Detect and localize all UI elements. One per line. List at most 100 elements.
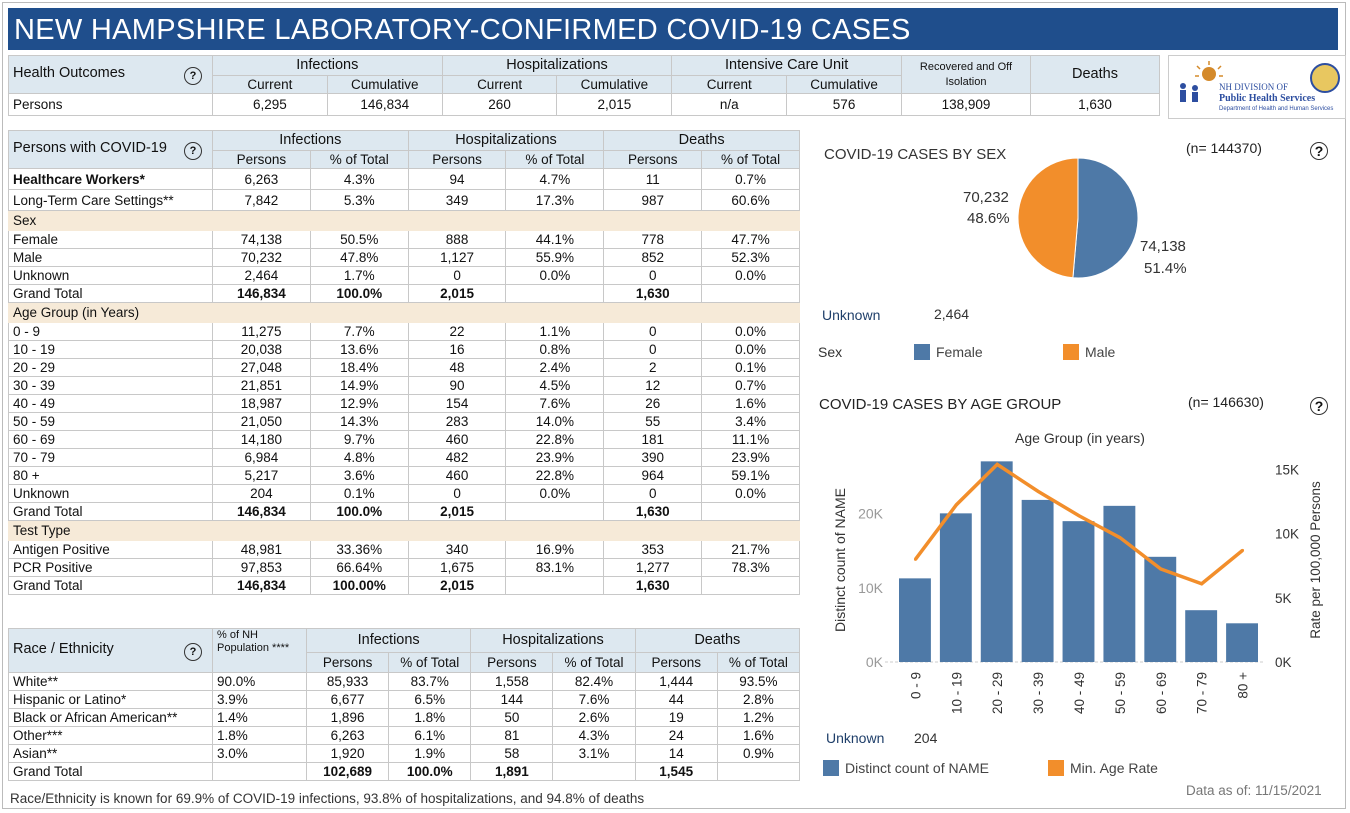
table-row: Grand Total 146,834 100.00% 2,015 1,630 (8, 576, 800, 595)
legend-female[interactable]: Female (914, 344, 983, 360)
bar-7079 (1185, 610, 1218, 662)
legend-rate[interactable]: Min. Age Rate (1048, 760, 1158, 776)
row-label: 50 - 59 (8, 412, 213, 431)
value-cell: 1.9% (388, 744, 472, 763)
subheader: Persons (603, 150, 703, 169)
table-row: 70 - 79 6,984 4.8% 482 23.9% 390 23.9% (8, 448, 800, 467)
value-cell: 144 (470, 690, 554, 709)
row-label: 60 - 69 (8, 430, 213, 449)
bar-2029 (980, 461, 1013, 662)
value-cell: n/a (671, 93, 788, 116)
value-cell: 6,984 (212, 448, 311, 467)
subheader: Current (671, 75, 788, 94)
table-row: Unknown 2,464 1.7% 0 0.0% 0 0.0% (8, 266, 800, 285)
count-swatch (823, 760, 839, 776)
value-cell: 70,232 (212, 248, 311, 267)
value-cell: 460 (407, 430, 507, 449)
table-row: Male 70,232 47.8% 1,127 55.9% 852 52.3% (8, 248, 800, 267)
persons-with-covid-table: Persons with COVID-19? Infections Hospital… (8, 130, 800, 595)
value-cell: 778 (603, 230, 703, 249)
value-cell: 1.1% (505, 322, 605, 341)
help-icon[interactable]: ? (184, 642, 202, 661)
row-label: White** (8, 672, 213, 691)
rate-point (954, 503, 958, 507)
value-cell: 19 (634, 708, 718, 727)
row-label: Male (8, 248, 213, 267)
value-cell: 2,015 (407, 502, 507, 521)
header-label: Race / Ethnicity (13, 640, 114, 657)
y-axis-title: Distinct count of NAME (832, 488, 848, 632)
value-cell: 0.7% (701, 168, 800, 190)
x-tick-label: 60 - 69 (1154, 672, 1169, 714)
value-cell: 1,675 (407, 558, 507, 577)
value-cell: 18.4% (309, 358, 409, 377)
legend-female-label: Female (936, 344, 983, 360)
value-cell: 2 (603, 358, 703, 377)
value-cell: 0.0% (701, 484, 800, 503)
value-cell: 0 (603, 340, 703, 359)
value-cell: 2,464 (212, 266, 311, 285)
x-tick-label: 20 - 29 (990, 672, 1005, 714)
value-cell: 482 (407, 448, 507, 467)
value-cell: 27,048 (212, 358, 311, 377)
value-cell: 90 (407, 376, 507, 395)
male-swatch (1063, 344, 1079, 360)
male-value-label: 70,232 (963, 189, 1009, 206)
pie-slice-female[interactable] (1072, 157, 1139, 279)
value-cell: 11 (603, 168, 703, 190)
value-cell: 204 (212, 484, 311, 503)
value-cell: 74,138 (212, 230, 311, 249)
y2-tick-label: 0K (1275, 655, 1292, 670)
value-cell: 852 (603, 248, 703, 267)
value-cell: 2.8% (716, 690, 801, 709)
help-icon[interactable]: ? (1310, 397, 1328, 415)
value-cell: 81 (470, 726, 554, 745)
rate-point (1200, 582, 1204, 586)
value-cell: 1.4% (212, 708, 307, 727)
row-label: 10 - 19 (8, 340, 213, 359)
row-label: Antigen Positive (8, 540, 213, 559)
table-row: Unknown 204 0.1% 0 0.0% 0 0.0% (8, 484, 800, 503)
female-value-label: 74,138 (1140, 238, 1186, 255)
table-row: Asian** 3.0% 1,920 1.9% 58 3.1% 14 0.9% (8, 744, 801, 763)
value-cell: 1,630 (603, 502, 703, 521)
value-cell: 1,127 (407, 248, 507, 267)
help-icon[interactable]: ? (184, 66, 202, 85)
value-cell: 2.6% (552, 708, 636, 727)
table-row: 80 +5,217 3.6% 460 22.8% 964 59.1% (8, 466, 800, 485)
value-cell: 6.5% (388, 690, 472, 709)
value-cell: 11,275 (212, 322, 311, 341)
value-cell: 5.3% (309, 189, 409, 211)
value-cell: 82.4% (552, 672, 636, 691)
help-icon[interactable]: ? (1310, 142, 1328, 160)
row-label: 0 - 9 (8, 322, 213, 341)
table-row: Black or African American** 1.4% 1,896 1.8%… (8, 708, 801, 727)
male-pct-label: 48.6% (967, 210, 1010, 227)
rate-point (1118, 536, 1122, 540)
value-cell: 353 (603, 540, 703, 559)
help-icon[interactable]: ? (184, 141, 202, 160)
legend-count[interactable]: Distinct count of NAME (823, 760, 989, 776)
value-cell: 6,295 (212, 93, 328, 116)
y-tick-label: 20K (858, 506, 884, 522)
pie-slice-male[interactable] (1017, 157, 1079, 279)
value-cell (701, 284, 800, 303)
value-cell: 23.9% (701, 448, 800, 467)
legend-male[interactable]: Male (1063, 344, 1115, 360)
table-row: Grand Total 102,689 100.0% 1,891 1,545 (8, 762, 801, 781)
race-footnote: Race/Ethnicity is known for 69.9% of COV… (10, 791, 645, 806)
value-cell: 93.5% (716, 672, 801, 691)
value-cell: 9.7% (309, 430, 409, 449)
health-outcomes-table: Health Outcomes? Infections Hospitalizatio… (8, 55, 1160, 116)
female-pct-label: 51.4% (1144, 260, 1187, 277)
value-cell: 283 (407, 412, 507, 431)
table-row: Grand Total 146,834 100.0% 2,015 1,630 (8, 502, 800, 521)
value-cell: 102,689 (305, 762, 390, 781)
y2-tick-label: 15K (1275, 463, 1299, 478)
value-cell (701, 576, 800, 595)
row-label: Grand Total (8, 762, 213, 781)
row-label: Healthcare Workers* (8, 168, 213, 190)
value-cell: 21,851 (212, 376, 311, 395)
age-unknown-label: Unknown (826, 730, 885, 746)
rate-point (1036, 489, 1040, 493)
